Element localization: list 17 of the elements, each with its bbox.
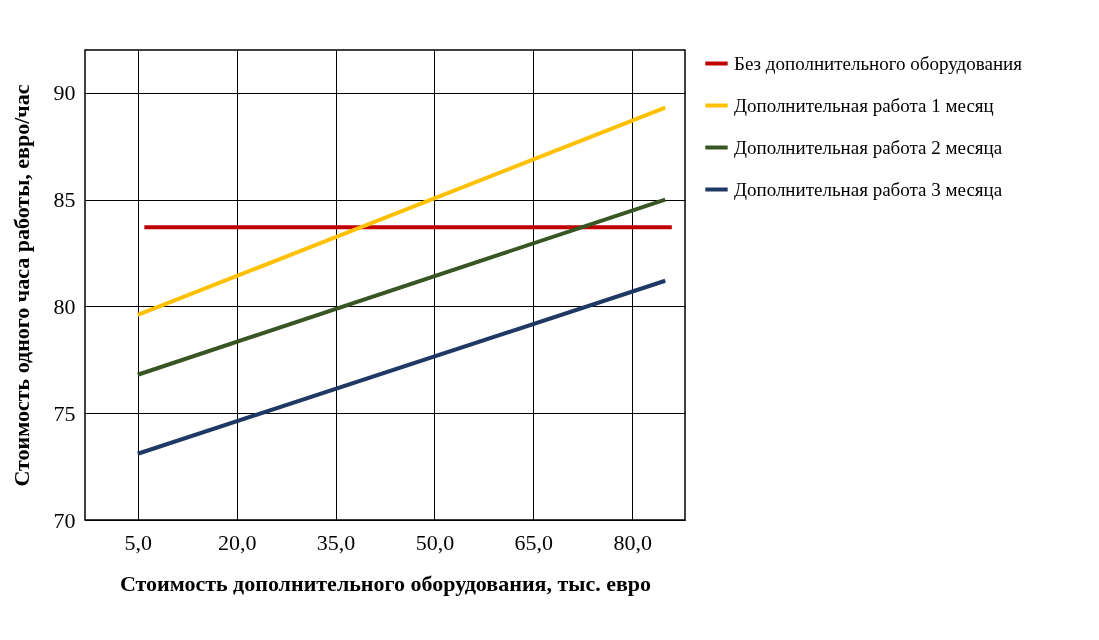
legend-label: Дополнительная работа 1 месяц xyxy=(734,94,994,116)
legend-label: Дополнительная работа 2 месяца xyxy=(734,136,1003,158)
x-tick-label: 65,0 xyxy=(514,529,554,555)
legend-label: Без дополнительного оборудования xyxy=(734,52,1023,74)
y-tick-label: 75 xyxy=(53,400,76,426)
x-tick-label: 50,0 xyxy=(415,529,455,555)
x-tick-label: 35,0 xyxy=(316,529,356,555)
y-tick-label: 90 xyxy=(53,80,76,106)
y-axis-title: Стоимость одного часа работы, евро/час xyxy=(8,84,34,487)
legend-label: Дополнительная работа 3 месяца xyxy=(734,178,1003,200)
y-tick-label: 80 xyxy=(53,293,76,319)
y-tick-label: 70 xyxy=(53,507,76,533)
x-axis-title: Стоимость дополнительного оборудования, тыс. евро xyxy=(119,570,652,596)
x-tick-label: 5,0 xyxy=(124,529,152,555)
x-tick-label: 80,0 xyxy=(613,529,652,555)
x-tick-label: 20,0 xyxy=(217,529,257,555)
y-tick-label: 85 xyxy=(53,187,76,213)
